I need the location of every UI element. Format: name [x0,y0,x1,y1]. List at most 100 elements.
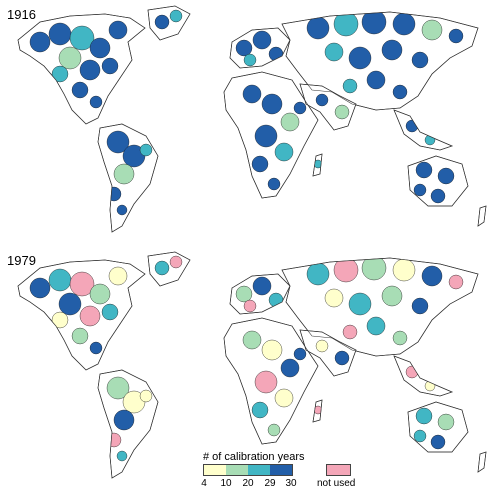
basin-c3 [251,401,269,419]
basin-c3 [51,65,69,83]
basin-c4 [235,39,253,57]
basin-c4 [348,46,372,70]
landmass-southeast-asia [393,109,453,151]
basin-c3 [101,303,119,321]
basin-c4 [154,14,170,30]
basin-nu [106,432,122,448]
legend-swatch-c3 [248,465,270,475]
year-label-1979: 1979 [5,253,38,268]
coastline-africa [223,71,319,199]
basin-c3 [154,260,170,276]
basin-c4 [29,277,51,299]
basin-c4 [106,186,122,202]
basin-c2 [267,423,281,437]
basin-c3 [48,268,72,292]
basin-c4 [261,93,283,115]
legend: # of calibration years 4 10 20 29 30 not… [195,451,395,489]
basin-c4 [242,84,262,104]
coastline-south-america [97,369,159,479]
legend-swatch-c1 [204,465,226,475]
coastline-southeast-asia [393,109,453,151]
legend-swatch-c2 [226,465,248,475]
basin-c3 [306,262,330,286]
basin-c2 [89,283,111,305]
basin-c3 [348,292,372,316]
basin-nu [243,299,257,313]
basin-nu [69,271,95,297]
basin-c4 [392,12,416,36]
basin-c4 [113,409,135,431]
basin-c4 [48,22,72,46]
basin-c3 [366,316,386,336]
legend-tick-20: 20 [242,478,254,489]
basin-c3 [342,78,358,94]
basin-c4 [381,39,403,61]
legend-color-bar [203,464,293,476]
basin-c1 [392,258,416,282]
basin-c3 [169,9,183,23]
coastline-north-america [17,259,146,371]
coastline-australia [407,401,469,453]
basin-c1 [324,288,344,308]
landmass-southeast-asia [393,355,453,397]
basin-nu [169,255,183,269]
basin-c1 [139,389,153,403]
coastline-australia [407,155,469,207]
coastline-greenland [147,251,191,287]
basin-c3 [415,407,433,425]
basins-layer [29,255,464,462]
basin-c4 [293,347,307,361]
coastline-arabia-india [299,329,357,377]
basin-c4 [293,101,307,115]
basin-c4 [267,177,281,191]
basin-c4 [252,276,272,296]
legend-swatch-not-used [326,464,351,476]
basin-c4 [430,188,446,204]
legend-tick-4: 4 [201,478,207,489]
basin-c4 [392,84,408,100]
basin-c4 [101,57,119,75]
basin-c4 [108,20,128,40]
basin-c2 [381,285,403,307]
coastline-asia [281,257,479,357]
basin-c4 [421,265,443,287]
basin-c2 [242,330,262,350]
basin-c3 [274,142,294,162]
world-map-1979 [17,251,487,479]
basin-c4 [306,16,330,40]
legend-tick-29: 29 [264,478,276,489]
basin-c4 [116,204,128,216]
basin-c4 [415,161,433,179]
basin-c4 [437,167,455,185]
coastline-arabia-india [299,83,357,131]
basin-c4 [89,341,103,355]
basin-c4 [89,95,103,109]
basin-c1 [274,388,294,408]
coastline-europe [229,273,291,315]
coastline-south-america [97,123,159,233]
basin-c4 [254,124,278,148]
basin-c3 [116,450,128,462]
coastline-new-zealand [477,205,487,227]
coastline-new-zealand [477,451,487,473]
basin-c4 [413,183,427,197]
basin-c3 [243,53,257,67]
legend-label-not-used: not used [317,478,356,489]
basin-c3 [69,25,95,51]
basin-c4 [430,434,446,450]
coastline-africa [223,317,319,445]
basin-c2 [235,285,253,303]
map-panel-1979: 1979 [0,246,500,491]
basin-c4 [79,59,101,81]
legend-swatch-c4 [270,465,292,475]
basin-c4 [334,350,350,366]
basin-nu [79,305,101,327]
basin-nu [342,324,358,340]
basin-c4 [29,31,51,53]
basin-c4 [366,70,386,90]
basin-c4 [252,30,272,50]
map-panel-1916: 1916 [0,0,500,245]
coastline-madagascar [312,399,323,423]
basin-c2 [106,376,130,400]
basin-c4 [411,51,429,69]
